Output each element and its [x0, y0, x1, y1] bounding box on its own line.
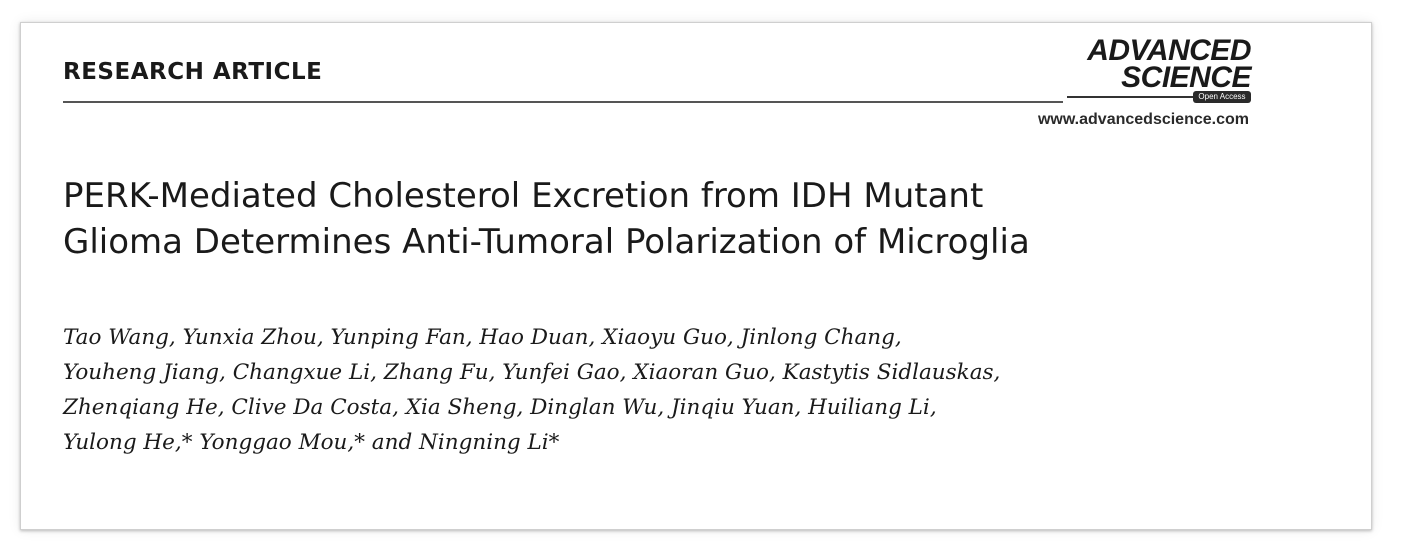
journal-website: www.advancedscience.com	[1037, 111, 1249, 128]
header-divider	[63, 101, 1063, 103]
article-title: PERK-Mediated Cholesterol Excretion from…	[63, 173, 1263, 265]
author-line: Tao Wang, Yunxia Zhou, Yunping Fan, Hao …	[63, 325, 902, 350]
author-line: Youheng Jiang, Changxue Li, Zhang Fu, Yu…	[63, 360, 1001, 385]
author-line: Yulong He,* Yonggao Mou,* and Ningning L…	[63, 430, 560, 455]
author-list: Tao Wang, Yunxia Zhou, Yunping Fan, Hao …	[63, 320, 1263, 460]
open-access-badge: Open Access	[1193, 91, 1251, 103]
journal-logo: ADVANCED SCIENCE Open Access	[1061, 35, 1251, 107]
journal-logo-line2: SCIENCE	[1121, 61, 1251, 94]
journal-logo-line1: ADVANCED	[1087, 34, 1251, 67]
article-type-label: RESEARCH ARTICLE	[63, 59, 323, 85]
journal-logo-rule	[1067, 96, 1197, 98]
author-line: Zhenqiang He, Clive Da Costa, Xia Sheng,…	[63, 395, 937, 420]
article-page: RESEARCH ARTICLE ADVANCED SCIENCE Open A…	[20, 22, 1372, 530]
article-title-line: Glioma Determines Anti-Tumoral Polarizat…	[63, 222, 1030, 262]
article-title-line: PERK-Mediated Cholesterol Excretion from…	[63, 176, 984, 216]
